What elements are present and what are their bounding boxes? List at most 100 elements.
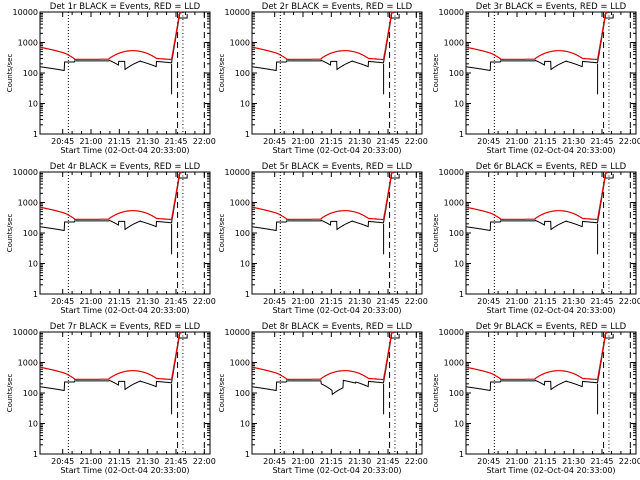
lld-series — [251, 171, 394, 221]
y-axis-label: Counts/sec — [6, 54, 14, 93]
x-tick-label: 21:30 — [562, 297, 585, 306]
y-tick-label: 100 — [449, 229, 464, 238]
x-tick-label: 22:00 — [619, 457, 640, 466]
x-axis-label: Start Time (02-Oct-04 20:33:00) — [60, 306, 189, 315]
x-tick-label: 21:15 — [108, 137, 131, 146]
y-tick-label: 100 — [23, 69, 38, 78]
y-tick-label: 100 — [449, 69, 464, 78]
lld-series — [39, 11, 182, 61]
x-tick-label: 21:30 — [136, 297, 159, 306]
lld-series — [465, 331, 608, 381]
y-tick-label: 1000 — [444, 39, 464, 48]
y-tick-label: 10 — [28, 420, 38, 429]
x-tick-label: 21:45 — [164, 297, 187, 306]
plot-frame — [465, 331, 637, 455]
detector-panel: Det 1r BLACK = Events, RED = LLD 10000 100… — [6, 2, 216, 155]
events-series — [40, 172, 182, 231]
x-tick-label: 21:00 — [79, 137, 102, 146]
y-axis-label: Counts/sec — [218, 374, 226, 413]
x-tick-label: 21:00 — [291, 137, 314, 146]
x-tick-label: 20:45 — [51, 137, 74, 146]
x-tick-label: 22:00 — [405, 297, 428, 306]
detector-panel: Det 9r BLACK = Events, RED = LLD 10000 100… — [432, 322, 640, 475]
x-tick-label: 21:45 — [164, 457, 187, 466]
x-tick-label: 22:00 — [193, 297, 216, 306]
x-axis-label: Start Time (02-Oct-04 20:33:00) — [486, 146, 615, 155]
y-tick-label: 10 — [240, 420, 250, 429]
x-tick-label: 21:15 — [534, 137, 557, 146]
x-tick-label: 21:45 — [590, 457, 613, 466]
y-tick-label: 1 — [459, 290, 464, 299]
detector-panel: Det 2r BLACK = Events, RED = LLD 10000 100… — [218, 2, 428, 155]
x-tick-label: 21:30 — [562, 137, 585, 146]
y-tick-label: 1000 — [18, 199, 38, 208]
plot-frame — [465, 11, 637, 135]
x-axis-label: Start Time (02-Oct-04 20:33:00) — [60, 466, 189, 475]
x-tick-label: 21:00 — [505, 137, 528, 146]
plot-frame — [251, 331, 423, 455]
y-axis-label: Counts/sec — [6, 214, 14, 253]
lld-series — [465, 11, 608, 61]
y-tick-label: 1 — [245, 130, 250, 139]
detector-panel: Det 5r BLACK = Events, RED = LLD 10000 100… — [218, 162, 428, 315]
y-axis-label: Counts/sec — [432, 54, 440, 93]
x-tick-label: 21:45 — [590, 297, 613, 306]
x-tick-label: 21:45 — [376, 457, 399, 466]
events-series — [466, 172, 608, 231]
y-tick-label: 1 — [33, 290, 38, 299]
y-tick-label: 100 — [235, 69, 250, 78]
x-axis-label: Start Time (02-Oct-04 20:33:00) — [272, 466, 401, 475]
y-tick-label: 10 — [28, 100, 38, 109]
y-tick-label: 1000 — [230, 359, 250, 368]
panel-title: Det 5r BLACK = Events, RED = LLD — [262, 162, 413, 172]
y-tick-label: 1000 — [444, 359, 464, 368]
x-axis-label: Start Time (02-Oct-04 20:33:00) — [272, 146, 401, 155]
plot-frame — [251, 11, 423, 135]
detector-panel: Det 3r BLACK = Events, RED = LLD 10000 100… — [432, 2, 640, 155]
panel-title: Det 6r BLACK = Events, RED = LLD — [476, 162, 627, 172]
events-series — [466, 332, 608, 391]
x-tick-label: 21:15 — [534, 457, 557, 466]
y-tick-label: 10000 — [439, 168, 464, 177]
x-tick-label: 21:00 — [291, 297, 314, 306]
plot-frame — [39, 171, 211, 295]
events-series — [466, 12, 608, 71]
y-axis-label: Counts/sec — [6, 374, 14, 413]
x-tick-label: 21:00 — [79, 297, 102, 306]
x-tick-label: 22:00 — [405, 137, 428, 146]
y-tick-label: 1000 — [18, 39, 38, 48]
y-tick-label: 100 — [449, 389, 464, 398]
x-tick-label: 21:00 — [505, 457, 528, 466]
y-tick-label: 1000 — [230, 199, 250, 208]
lld-series — [251, 331, 394, 381]
y-tick-label: 10 — [454, 100, 464, 109]
x-tick-label: 20:45 — [477, 297, 500, 306]
x-tick-label: 21:45 — [376, 137, 399, 146]
y-tick-label: 10 — [454, 260, 464, 269]
y-tick-label: 1 — [33, 450, 38, 459]
x-tick-label: 20:45 — [263, 297, 286, 306]
x-tick-label: 21:15 — [320, 137, 343, 146]
x-tick-label: 21:45 — [376, 297, 399, 306]
y-tick-label: 10000 — [225, 8, 250, 17]
x-tick-label: 21:15 — [320, 457, 343, 466]
y-tick-label: 10000 — [439, 8, 464, 17]
x-tick-label: 21:00 — [505, 297, 528, 306]
y-tick-label: 10000 — [13, 328, 38, 337]
x-axis-label: Start Time (02-Oct-04 20:33:00) — [272, 306, 401, 315]
y-tick-label: 1 — [245, 450, 250, 459]
panel-title: Det 9r BLACK = Events, RED = LLD — [476, 322, 627, 332]
x-tick-label: 20:45 — [51, 297, 74, 306]
x-tick-label: 21:30 — [562, 457, 585, 466]
x-tick-label: 20:45 — [51, 457, 74, 466]
panel-title: Det 3r BLACK = Events, RED = LLD — [476, 2, 627, 12]
x-tick-label: 21:00 — [79, 457, 102, 466]
y-tick-label: 100 — [235, 229, 250, 238]
panel-title: Det 7r BLACK = Events, RED = LLD — [50, 322, 201, 332]
x-tick-label: 21:30 — [136, 457, 159, 466]
y-tick-label: 10000 — [13, 168, 38, 177]
x-tick-label: 21:30 — [348, 137, 371, 146]
y-tick-label: 1 — [33, 130, 38, 139]
x-tick-label: 20:45 — [263, 457, 286, 466]
